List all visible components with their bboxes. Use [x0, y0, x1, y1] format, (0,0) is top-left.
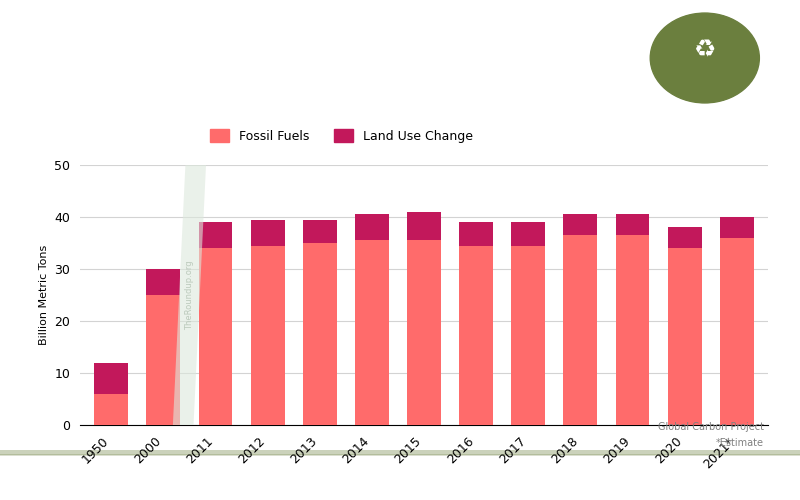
- Bar: [563, 214, 598, 235]
- Text: CO2 EMISSIONS: CO2 EMISSIONS: [201, 94, 471, 122]
- Bar: [720, 217, 754, 238]
- Text: TheRoundup.org: TheRoundup.org: [185, 260, 194, 330]
- Bar: [407, 240, 441, 425]
- Bar: [94, 394, 128, 425]
- Bar: [303, 220, 337, 243]
- Text: *Estimate: *Estimate: [716, 438, 764, 448]
- Text: Total Annual Global: Total Annual Global: [249, 33, 423, 51]
- Bar: [459, 246, 493, 425]
- Bar: [407, 212, 441, 240]
- Bar: [250, 220, 285, 246]
- Bar: [198, 248, 233, 425]
- Bar: [94, 362, 128, 394]
- Bar: [355, 240, 389, 425]
- Bar: [668, 228, 702, 248]
- Text: Global Carbon Project: Global Carbon Project: [658, 422, 764, 432]
- Bar: [563, 235, 598, 425]
- Bar: [720, 238, 754, 425]
- Bar: [615, 235, 650, 425]
- Bar: [146, 269, 180, 295]
- Legend: Fossil Fuels, Land Use Change: Fossil Fuels, Land Use Change: [205, 124, 478, 148]
- Polygon shape: [173, 165, 206, 425]
- Bar: [459, 222, 493, 246]
- Bar: [250, 246, 285, 425]
- Text: THEROUNDUP.ORG: THEROUNDUP.ORG: [314, 470, 486, 488]
- Bar: [355, 214, 389, 240]
- Bar: [615, 214, 650, 235]
- Bar: [511, 246, 545, 425]
- Bar: [146, 295, 180, 425]
- Text: TheRoundup.org: TheRoundup.org: [659, 120, 750, 130]
- Y-axis label: Billion Metric Tons: Billion Metric Tons: [38, 245, 49, 345]
- Bar: [668, 248, 702, 425]
- Bar: [511, 222, 545, 246]
- Bar: [303, 243, 337, 425]
- Circle shape: [650, 13, 759, 103]
- Text: ♻: ♻: [694, 39, 716, 62]
- Bar: [198, 222, 233, 248]
